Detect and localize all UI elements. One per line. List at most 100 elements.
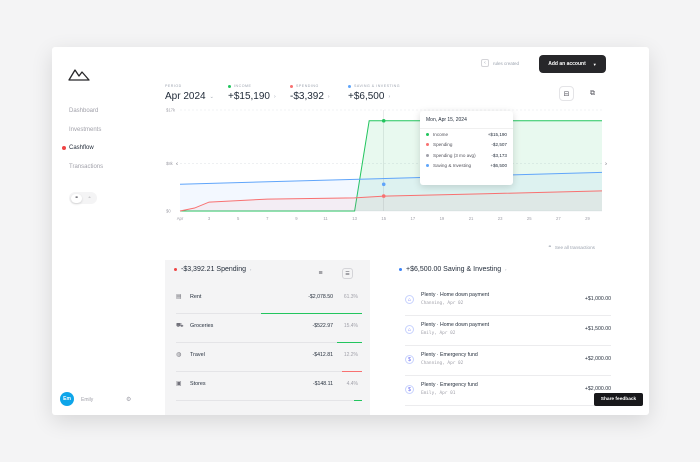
list-view-button[interactable]: ☰ (342, 268, 353, 279)
x-tick-label: 5 (237, 216, 240, 221)
row-divider (176, 371, 362, 372)
x-tick-label: 23 (498, 216, 503, 221)
spending-row[interactable]: ⛟ Groceries -$522.97 15.4% (165, 314, 370, 343)
period-selector[interactable]: Apr 2024 ⌄ (165, 91, 214, 102)
category-name: Stores (190, 381, 206, 387)
saving-dot (348, 84, 351, 88)
home-icon: ⌂ (405, 325, 414, 334)
series-line (179, 190, 603, 212)
user-name[interactable]: Emily (81, 397, 94, 403)
x-tick-label: 7 (266, 216, 269, 221)
caret-down-icon: ▼ (592, 61, 597, 67)
category-amount: -$522.97 (312, 323, 333, 329)
saving-row[interactable]: ⌂ Plenty · Home down payment Channing, Apr… (394, 286, 611, 316)
filter-button[interactable]: ≡ (315, 268, 326, 279)
tooltip-title: Mon, Apr 15, 2024 (420, 111, 513, 129)
add-account-button[interactable]: Add an account ▼ (539, 55, 606, 73)
lock-icon[interactable]: ▫ (88, 195, 91, 201)
chevron-left-icon: ‹ (176, 161, 178, 167)
link-icon[interactable]: ⚭ (71, 193, 82, 203)
spending-stat[interactable]: -$3,392 › (290, 91, 330, 102)
spending-dot (174, 268, 177, 271)
share-feedback-button[interactable]: Share feedback (594, 393, 643, 406)
chevron-right-icon: › (505, 267, 507, 272)
chart-view-button[interactable]: ⊟ (559, 86, 574, 101)
sidebar-item-transactions[interactable]: Transactions (69, 164, 104, 170)
chevron-right-icon: › (250, 267, 252, 272)
x-tick-label: 9 (295, 216, 298, 221)
chevron-right-icon: › (605, 161, 607, 167)
spending-value: -$3,392 (290, 91, 324, 102)
row-divider (176, 400, 362, 401)
settings-icon[interactable]: ⚙ (126, 397, 132, 403)
x-tick-label: 15 (381, 216, 386, 221)
transfer-title: Plenty · Emergency fund (421, 382, 478, 388)
cashflow-chart[interactable]: $17k $8k $0 Apr 3 5 7 9 11 13 15 17 19 21 23 25 27 29 ‹ › (162, 107, 612, 237)
category-percent: 61.3% (343, 294, 358, 300)
period-label: PERIOD (165, 84, 182, 88)
chevron-right-icon: › (327, 93, 330, 100)
x-tick-label: 13 (352, 216, 357, 221)
saving-panel-header[interactable]: +$6,500.00 Saving & Investing › (399, 266, 507, 273)
sidebar-item-investments[interactable]: Investments (69, 127, 102, 133)
x-tick-label: 25 (527, 216, 532, 221)
row-divider (176, 342, 362, 343)
spending-panel: -$3,392.21 Spending › ≡ ☰ ▤ Rent -$2,078.5… (165, 260, 370, 415)
store-icon: ▣ (176, 381, 182, 387)
saving-row[interactable]: $ Plenty · Emergency fund Channing, Apr 02… (394, 346, 611, 376)
saving-label: SAVING & INVESTING (348, 84, 400, 88)
privacy-toggle[interactable]: ⚭ ▫ (69, 192, 97, 204)
mountain-logo-icon (68, 69, 90, 81)
layout-icon: ⊟ (563, 90, 570, 98)
x-tick-label: 27 (556, 216, 561, 221)
chevron-down-icon: ⌄ (209, 93, 214, 100)
chevron-right-icon: › (388, 93, 391, 100)
rules-created-button[interactable]: ‹ rules created (481, 59, 519, 67)
y-tick-label: $8k (166, 161, 174, 166)
active-indicator-dot (62, 146, 66, 150)
row-divider (405, 405, 611, 406)
transfer-amount: +$1,500.00 (584, 326, 611, 332)
income-dot (228, 84, 231, 88)
saving-row[interactable]: ⌂ Plenty · Home down payment Emily, Apr 02… (394, 316, 611, 346)
saving-panel: +$6,500.00 Saving & Investing › ⌂ Plenty … (394, 260, 649, 415)
spending-row[interactable]: ◍ Travel -$412.81 12.2% (165, 343, 370, 372)
category-amount: -$412.81 (312, 352, 333, 358)
hover-point (381, 118, 386, 123)
overlap-icon: ⧉ (590, 89, 595, 97)
transfer-subtitle: Emily, Apr 01 (421, 391, 456, 396)
see-all-label: See all transactions (554, 244, 595, 250)
chevron-right-icon: › (274, 93, 276, 100)
see-all-transactions-link[interactable]: ⚭ See all transactions (548, 244, 595, 250)
category-percent: 12.2% (343, 352, 358, 358)
spending-row[interactable]: ▣ Stores -$148.11 4.4% (165, 372, 370, 401)
link-icon: ⚭ (548, 244, 552, 249)
hover-point (381, 194, 386, 198)
avatar[interactable]: Em (60, 392, 74, 406)
x-tick-label: 29 (585, 216, 590, 221)
filter-icon: ≡ (318, 270, 323, 277)
saving-row[interactable]: $ Plenty · Emergency fund Emily, Apr 01 +$2… (394, 376, 611, 406)
sidebar-item-cashflow[interactable]: Cashflow (69, 145, 94, 151)
transfer-subtitle: Channing, Apr 02 (421, 361, 464, 366)
saving-stat[interactable]: +$6,500 › (348, 91, 390, 102)
compare-button[interactable]: ⧉ (585, 86, 600, 101)
spending-panel-header[interactable]: -$3,392.21 Spending › (174, 266, 251, 273)
category-percent: 4.4% (346, 381, 358, 387)
category-share-bar (260, 312, 362, 314)
income-stat[interactable]: +$15,190 › (228, 91, 276, 102)
y-tick-label: $17k (166, 108, 176, 113)
dollar-icon: $ (405, 385, 414, 394)
list-icon: ☰ (345, 270, 350, 277)
income-value: +$15,190 (228, 91, 270, 102)
spending-row[interactable]: ▤ Rent -$2,078.50 61.3% (165, 285, 370, 314)
tooltip-row-spending: Spending -$2,507 (420, 140, 513, 151)
series-line (179, 171, 603, 185)
row-divider (405, 315, 611, 316)
transfer-title: Plenty · Emergency fund (421, 352, 478, 358)
sidebar-item-dashboard[interactable]: Dashboard (69, 108, 99, 114)
series-area (180, 190, 602, 211)
spending-label: SPENDING (290, 84, 319, 88)
category-share-bar (336, 341, 362, 343)
x-tick-label: 19 (440, 216, 445, 221)
